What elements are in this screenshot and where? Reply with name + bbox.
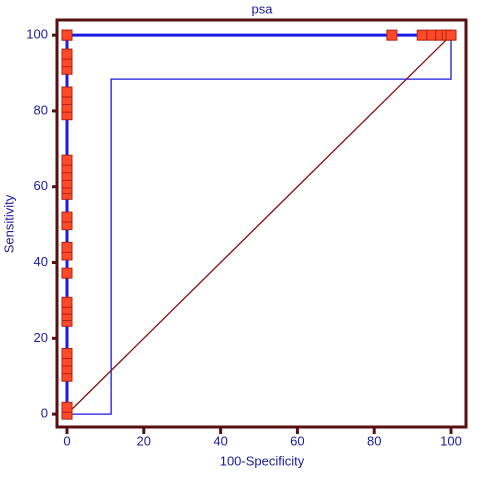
plot-frame <box>55 18 468 429</box>
x-tick-label: 80 <box>367 433 381 448</box>
marker <box>61 347 73 359</box>
series-line <box>66 35 452 415</box>
series-line <box>66 34 452 415</box>
y-tick-label: 100 <box>26 27 48 42</box>
x-tick-label: 20 <box>137 433 151 448</box>
x-tick-label: 0 <box>63 433 70 448</box>
y-tick-label: 0 <box>41 406 48 421</box>
chart-title: psa <box>252 1 274 16</box>
y-axis-label: Sensitivity <box>1 194 16 253</box>
x-tick-label: 40 <box>213 433 227 448</box>
y-tick-label: 60 <box>34 178 48 193</box>
marker <box>61 29 73 41</box>
marker <box>61 401 73 413</box>
marker <box>61 296 73 308</box>
marker <box>416 29 428 41</box>
marker <box>386 29 398 41</box>
x-tick-label: 60 <box>290 433 304 448</box>
marker <box>61 267 73 279</box>
x-axis-label: 100-Specificity <box>220 453 305 468</box>
y-tick-label: 80 <box>34 102 48 117</box>
marker <box>61 154 73 166</box>
y-tick-label: 40 <box>34 254 48 269</box>
y-tick-label: 20 <box>34 330 48 345</box>
x-tick-label: 100 <box>440 433 462 448</box>
marker <box>61 211 73 223</box>
marker <box>61 48 73 60</box>
marker <box>61 86 73 98</box>
marker <box>61 241 73 253</box>
marker <box>445 29 457 41</box>
